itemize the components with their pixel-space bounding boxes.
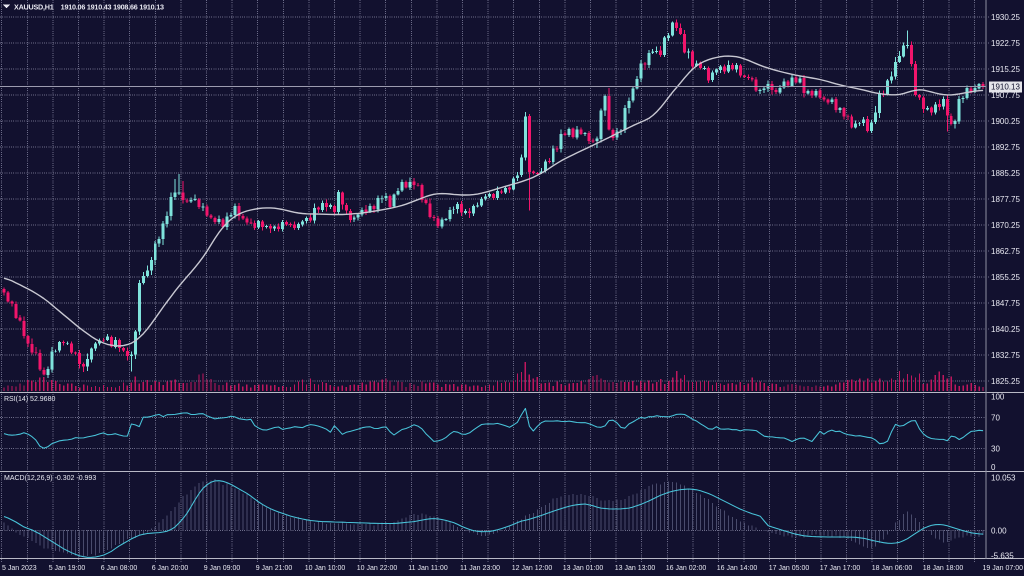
svg-text:1892.75: 1892.75: [991, 143, 1020, 152]
svg-text:11 Jan 23:00: 11 Jan 23:00: [460, 565, 500, 572]
svg-text:6 Jan 08:00: 6 Jan 08:00: [101, 565, 138, 572]
svg-text:1885.25: 1885.25: [991, 169, 1020, 178]
svg-text:XAUUSD,H1 1910.06 1910.43 1: XAUUSD,H1 1910.06 1910.43 1908.66 1910.1…: [14, 3, 164, 12]
svg-text:1915.25: 1915.25: [991, 65, 1020, 74]
svg-text:MACD(12,26,9) -0.302 -0.993: MACD(12,26,9) -0.302 -0.993: [4, 475, 96, 482]
svg-text:18 Jan 18:00: 18 Jan 18:00: [923, 565, 964, 572]
svg-text:1907.75: 1907.75: [991, 91, 1020, 100]
svg-text:1900.25: 1900.25: [991, 117, 1020, 126]
svg-text:0.00: 0.00: [991, 526, 1007, 535]
svg-text:1862.75: 1862.75: [991, 247, 1020, 256]
svg-text:1930.25: 1930.25: [991, 13, 1020, 22]
svg-text:0: 0: [991, 463, 996, 472]
svg-text:6 Jan 20:00: 6 Jan 20:00: [152, 565, 189, 572]
svg-text:11 Jan 11:00: 11 Jan 11:00: [408, 565, 448, 572]
svg-text:10 Jan 22:00: 10 Jan 22:00: [357, 565, 398, 572]
svg-text:13 Jan 13:00: 13 Jan 13:00: [615, 565, 656, 572]
svg-text:-5.635: -5.635: [991, 551, 1014, 560]
svg-text:1832.75: 1832.75: [991, 351, 1020, 360]
svg-text:16 Jan 02:00: 16 Jan 02:00: [666, 565, 707, 572]
svg-text:1910.13: 1910.13: [991, 83, 1020, 92]
svg-text:13 Jan 01:00: 13 Jan 01:00: [563, 565, 604, 572]
svg-text:16 Jan 14:00: 16 Jan 14:00: [717, 565, 758, 572]
svg-text:5 Jan 2023: 5 Jan 2023: [2, 565, 37, 572]
svg-text:1855.25: 1855.25: [991, 273, 1020, 282]
svg-text:1840.25: 1840.25: [991, 325, 1020, 334]
svg-text:12 Jan 12:00: 12 Jan 12:00: [512, 565, 553, 572]
svg-text:1825.25: 1825.25: [991, 377, 1020, 386]
svg-text:18 Jan 06:00: 18 Jan 06:00: [872, 565, 913, 572]
svg-text:1922.75: 1922.75: [991, 39, 1020, 48]
svg-text:19 Jan 07:00: 19 Jan 07:00: [983, 565, 1024, 572]
svg-text:RSI(14) 52.9680: RSI(14) 52.9680: [4, 396, 55, 403]
svg-text:30: 30: [991, 444, 1000, 453]
svg-text:70: 70: [991, 413, 1000, 422]
svg-text:10.053: 10.053: [991, 473, 1016, 482]
svg-text:9 Jan 21:00: 9 Jan 21:00: [256, 565, 293, 572]
svg-text:1847.75: 1847.75: [991, 299, 1020, 308]
svg-text:5 Jan 19:00: 5 Jan 19:00: [49, 565, 86, 572]
svg-text:1877.75: 1877.75: [991, 195, 1020, 204]
svg-text:17 Jan 17:00: 17 Jan 17:00: [820, 565, 861, 572]
svg-text:10 Jan 10:00: 10 Jan 10:00: [305, 565, 346, 572]
svg-text:100: 100: [991, 392, 1005, 401]
svg-text:9 Jan 09:00: 9 Jan 09:00: [204, 565, 241, 572]
svg-text:1870.25: 1870.25: [991, 221, 1020, 230]
svg-text:17 Jan 05:00: 17 Jan 05:00: [769, 565, 810, 572]
